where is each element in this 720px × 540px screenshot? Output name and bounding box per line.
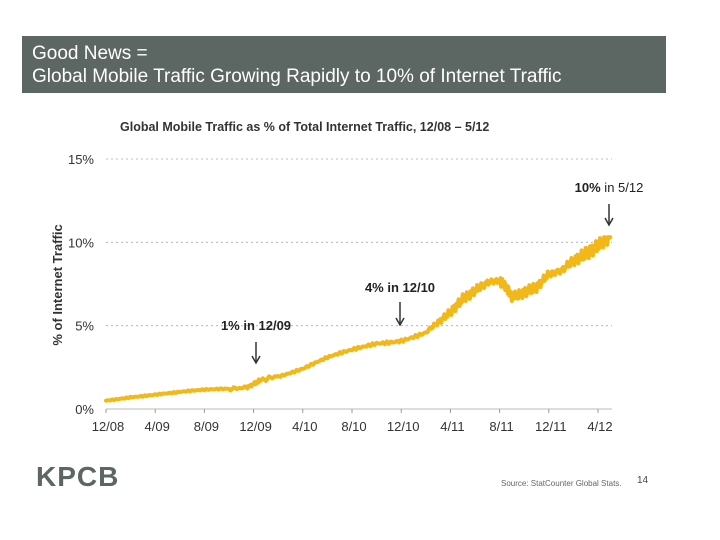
x-tick-label: 4/11 — [440, 419, 464, 434]
source-note: Source: StatCounter Global Stats. — [501, 479, 622, 488]
y-tick-label: 15% — [68, 152, 94, 167]
page-number: 14 — [637, 475, 649, 486]
y-tick-label: 5% — [75, 319, 94, 334]
chart-title: Global Mobile Traffic as % of Total Inte… — [120, 120, 490, 134]
annotation-label: 1% in 12/09 — [221, 318, 291, 333]
slide-title-line-1: Good News = — [32, 43, 148, 64]
y-tick-label: 10% — [68, 235, 94, 250]
x-tick-label: 8/09 — [194, 419, 219, 434]
x-tick-label: 12/08 — [92, 419, 125, 434]
slide-title-bar: Good News = Global Mobile Traffic Growin… — [22, 36, 666, 93]
kpcb-logo: KPCB — [36, 461, 120, 492]
x-tick-label: 12/11 — [535, 419, 567, 434]
x-tick-label: 4/09 — [145, 419, 170, 434]
x-tick-label: 12/09 — [239, 419, 272, 434]
annotation-arrowhead — [395, 317, 405, 327]
x-tick-label: 4/10 — [292, 419, 317, 434]
y-axis-label: % of Internet Traffic — [50, 224, 65, 345]
x-tick-label: 12/10 — [387, 419, 420, 434]
annotation-arrowhead — [604, 217, 614, 227]
series-line — [104, 235, 613, 403]
annotation-label: 10% in 5/12 — [575, 180, 644, 195]
x-tick-label: 8/11 — [489, 419, 513, 434]
x-tick-label: 8/10 — [341, 419, 366, 434]
annotation-label: 4% in 12/10 — [365, 280, 435, 295]
x-tick-label: 4/12 — [587, 419, 612, 434]
y-tick-label: 0% — [75, 402, 94, 417]
slide-title-line-2: Global Mobile Traffic Growing Rapidly to… — [32, 66, 562, 87]
annotation-arrowhead — [251, 355, 261, 365]
